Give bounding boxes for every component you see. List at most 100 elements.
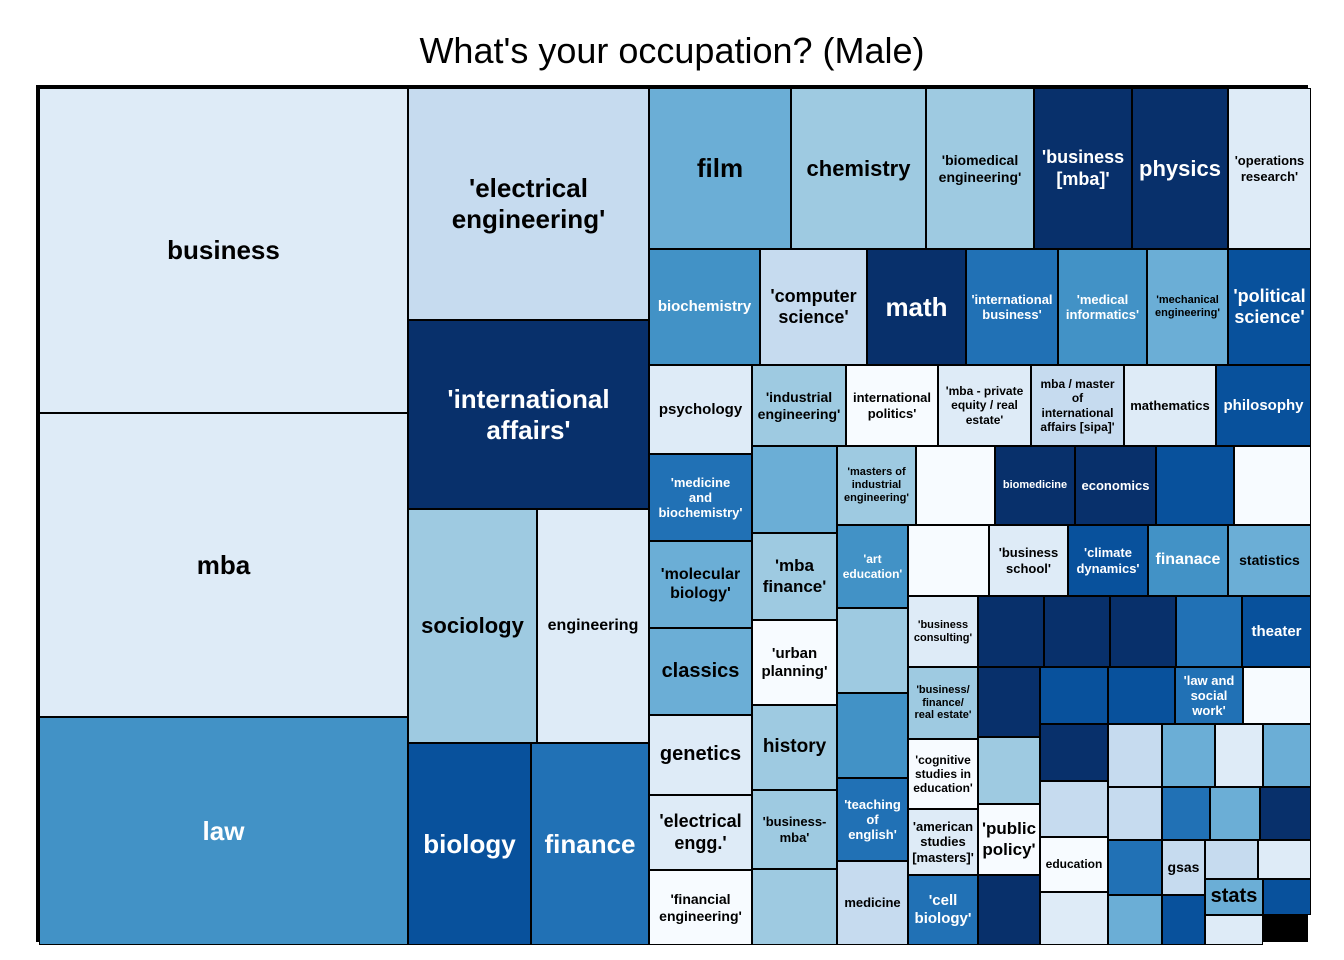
treemap-cell-unlabeled-59 [1040,667,1108,724]
treemap-label-math: math [885,291,948,322]
treemap-cell-unlabeled-64 [978,737,1040,804]
treemap-label-law-and-social-work: 'law and social work' [1183,672,1235,719]
treemap-cell-international-politics-24: international politics' [846,365,938,446]
treemap-cell-art-education-39: 'art education' [837,525,908,608]
treemap-cell-engineering-6: engineering [537,509,649,743]
treemap-cell-classics-45: classics [649,628,752,715]
treemap-cell-unlabeled-50 [1044,596,1110,667]
treemap-label-law: law [202,815,245,846]
treemap-label-sociology: sociology [421,613,524,639]
treemap-cell-unlabeled-84 [978,875,1040,945]
treemap-cell-education-85: education [1040,837,1108,892]
treemap-label-computer-science: 'computer science' [770,285,857,327]
treemap-cell-masters-of-industrial-engineering-31: 'masters of industrial engineering' [837,446,916,525]
treemap-label-engineering: engineering [547,616,639,634]
treemap-label-biomedical-engineering: 'biomedical engineering' [938,151,1022,185]
treemap-label-genetics: genetics [659,743,742,766]
treemap-cell-industrial-engineering-23: 'industrial engineering' [752,365,846,446]
treemap-cell-unlabeled-36 [1234,446,1311,525]
treemap-cell-unlabeled-77 [1162,787,1210,840]
treemap-label-teaching-of-english: 'teaching of english' [844,796,901,843]
treemap-cell-psychology-22: psychology [649,365,752,454]
treemap-label-film: film [696,153,744,184]
treemap-label-biomedicine: biomedicine [1002,479,1068,492]
treemap-label-medical-informatics: 'medical informatics' [1065,291,1140,322]
treemap-cell-operations-research-14: 'operations research' [1228,88,1311,249]
treemap-label-business-consulting: 'business consulting' [913,618,973,644]
treemap-label-industrial-engineering: 'industrial engineering' [757,388,841,422]
treemap-cell-medical-informatics-19: 'medical informatics' [1058,249,1147,365]
treemap-label-biology: biology [423,828,516,859]
treemap-label-mba: mba [196,549,251,580]
treemap-cell-unlabeled-76 [1108,787,1162,840]
treemap-label-chemistry: chemistry [806,155,911,181]
treemap-cell-electrical-engg-70: 'electrical engg.' [649,795,752,870]
treemap-cell-unlabeled-62 [1243,667,1311,724]
treemap-cell-computer-science-16: 'computer science' [760,249,867,365]
treemap-cell-unlabeled-60 [1108,667,1175,724]
treemap-cell-unlabeled-52 [1176,596,1242,667]
treemap-cell-mechanical-engineering-20: 'mechanical engineering' [1147,249,1228,365]
treemap-label-electrical-engineering: 'electrical engineering' [451,173,606,234]
treemap-cell-law-2: law [39,717,408,945]
treemap-cell-molecular-biology-37: 'molecular biology' [649,541,752,628]
treemap-label-art-education: 'art education' [842,552,903,581]
treemap-cell-unlabeled-89 [1258,840,1311,879]
treemap-cell-theater-53: theater [1242,596,1311,667]
treemap-cell-medicine-82: medicine [837,861,908,945]
treemap-cell-medicine-and-biochemistry-29: 'medicine and biochemistry' [649,454,752,541]
treemap-cell-mba-finance-38: 'mba finance' [752,533,837,620]
treemap-label-finanace: finanace [1155,551,1221,569]
treemap-cell-math-17: math [867,249,966,365]
treemap-cell-unlabeled-49 [978,596,1044,667]
treemap-cell-unlabeled-30 [752,446,837,533]
treemap-cell-unlabeled-65 [1040,724,1108,781]
treemap-cell-sociology-5: sociology [408,509,537,743]
treemap-label-political-science: 'political science' [1233,285,1306,327]
treemap-label-mathematics: mathematics [1130,397,1210,413]
treemap-cell-statistics-44: statistics [1228,525,1311,596]
treemap-label-business-school: 'business school' [998,545,1059,576]
treemap-cell-unlabeled-40 [908,525,989,596]
treemap-label-american-studies-masters: 'american studies [masters]' [912,819,974,865]
treemap-label-cell-biology: 'cell biology' [914,892,972,927]
treemap-label-history: history [762,736,827,758]
treemap-cell-history-55: history [752,705,837,790]
treemap-cell-gsas-87: gsas [1162,840,1205,895]
treemap-cell-stats-93: stats [1205,879,1263,915]
treemap-cell-electrical-engineering-3: 'electrical engineering' [408,88,649,320]
treemap-cell-urban-planning-46: 'urban planning' [752,620,837,705]
treemap-label-education: education [1045,857,1103,872]
treemap-label-international-affairs: 'international affairs' [447,383,610,445]
treemap-cell-unlabeled-79 [1260,787,1311,840]
treemap-label-economics: economics [1081,477,1150,493]
treemap-cell-law-and-social-work-61: 'law and social work' [1175,667,1243,724]
treemap-cell-mba-master-of-international-affairs-sipa-26: mba / master of international affairs [s… [1031,365,1124,446]
treemap-cell-business-school-41: 'business school' [989,525,1068,596]
treemap-label-statistics: statistics [1239,552,1300,569]
treemap-label-business-mba: 'business- mba' [762,814,827,845]
treemap-cell-unlabeled-86 [1108,840,1162,895]
treemap-cell-climate-dynamics-42: 'climate dynamics' [1068,525,1148,596]
treemap-cell-public-policy-74: 'public policy' [978,804,1040,875]
treemap-cell-american-studies-masters-73: 'american studies [masters]' [908,809,978,875]
treemap-cell-chemistry-10: chemistry [791,88,926,249]
treemap-label-mba-master-of-international-affairs-sipa: mba / master of international affairs [s… [1040,377,1115,434]
treemap-cell-unlabeled-56 [837,693,908,778]
treemap-label-public-policy: 'public policy' [981,819,1037,859]
treemap-label-biochemistry: biochemistry [657,298,752,316]
treemap-label-climate-dynamics: 'climate dynamics' [1076,545,1140,576]
treemap-label-urban-planning: 'urban planning' [761,644,828,680]
treemap-label-mechanical-engineering: 'mechanical engineering' [1155,294,1220,319]
treemap-cell-unlabeled-67 [1162,724,1215,787]
treemap-cell-unlabeled-32 [916,446,995,525]
treemap: business mba law 'electrical engineering' 'i… [36,85,1311,945]
treemap-cell-cell-biology-83: 'cell biology' [908,875,978,945]
treemap-cell-mba-private-equity-real-estate-25: 'mba - private equity / real estate' [938,365,1031,446]
treemap-cell-finanace-43: finanace [1148,525,1228,596]
treemap-label-gsas: gsas [1167,859,1200,876]
treemap-cell-unlabeled-66 [1108,724,1162,787]
treemap-cell-unlabeled-58 [978,667,1040,737]
treemap-cell-unlabeled-68 [1215,724,1263,787]
treemap-cell-genetics-54: genetics [649,715,752,795]
